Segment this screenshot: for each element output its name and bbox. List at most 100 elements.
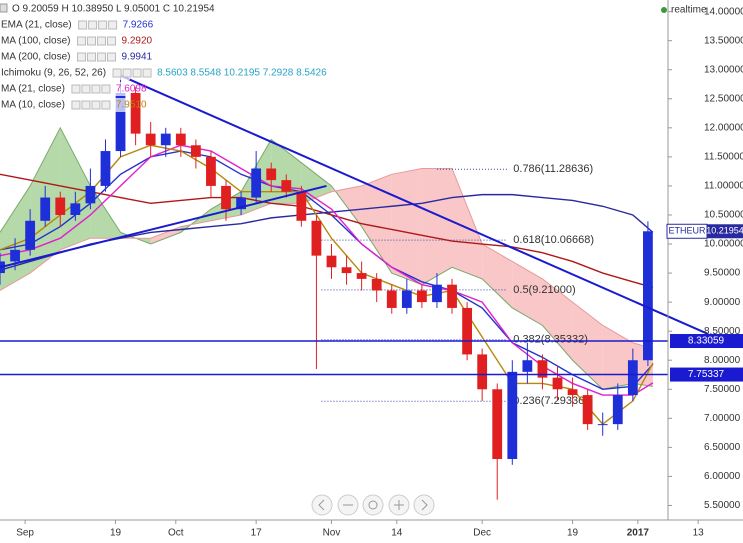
y-tick-label: 6.00000 <box>704 471 741 482</box>
nav-buttons[interactable] <box>311 494 435 516</box>
price-tag <box>670 334 743 349</box>
x-tick-label: Dec <box>473 528 491 539</box>
legend-icon <box>101 100 111 110</box>
legend-icon <box>106 52 116 62</box>
realtime-dot <box>661 7 667 13</box>
y-tick-label: 7.00000 <box>704 413 741 424</box>
nav-right[interactable] <box>413 494 435 516</box>
candle-body <box>251 168 262 198</box>
legend-icon <box>88 20 98 30</box>
candle-body <box>326 255 337 268</box>
legend-icon <box>86 52 96 62</box>
candle-body <box>175 133 186 146</box>
legend-value: 9.2920 <box>121 36 152 47</box>
legend-icon <box>132 68 142 78</box>
price-tag-label: 7.75337 <box>688 369 725 380</box>
symbol-label: ETHEUR <box>668 226 706 236</box>
legend-icon <box>81 84 91 94</box>
legend-icon <box>78 20 88 30</box>
ichimoku-span-b <box>0 167 654 350</box>
last-label: 10.21954 <box>706 226 743 236</box>
y-tick-label: 11.50000 <box>704 152 743 163</box>
fib-label: 0.786(11.28636) <box>513 163 593 175</box>
y-tick-label: 9.50000 <box>704 268 741 279</box>
legend-swatch <box>0 3 8 13</box>
legend: O 9.20059 H 10.38950 L 9.05001 C 10.2195… <box>0 3 327 112</box>
y-tick-label: 8.00000 <box>704 355 741 366</box>
legend-icon <box>91 100 101 110</box>
y-tick-label: 6.50000 <box>704 442 741 453</box>
legend-name: Ichimoku (9, 26, 52, 26) <box>1 68 106 79</box>
last-tag <box>707 224 743 239</box>
icon <box>421 499 428 511</box>
candle-body <box>160 133 171 146</box>
candle-body <box>537 360 548 378</box>
legend-name: MA (200, close) <box>1 52 70 63</box>
candle-body <box>341 267 352 274</box>
fib-label: 0.236(7.29336) <box>513 395 588 407</box>
ichimoku-cloud <box>452 168 483 279</box>
realtime: realtime <box>671 5 707 16</box>
legend-icon <box>101 84 111 94</box>
legend-icon <box>108 20 118 30</box>
legend-icon <box>86 36 96 46</box>
candle-body <box>522 360 533 372</box>
x-tick-label: 19 <box>567 528 579 539</box>
legend-icon <box>122 68 132 78</box>
x-tick-label: 13 <box>693 528 705 539</box>
legend-icon <box>91 84 101 94</box>
legend-icon <box>96 36 106 46</box>
legend-icon <box>81 100 91 110</box>
price-tag-label: 8.33059 <box>688 336 725 347</box>
x-tick-label: Oct <box>168 528 184 539</box>
candle-body <box>296 191 307 221</box>
candle-body <box>552 377 563 390</box>
candle-body <box>311 220 322 256</box>
candle-body <box>356 273 367 279</box>
fib-label: 0.618(10.06668) <box>513 234 594 246</box>
y-tick-label: 9.00000 <box>704 297 741 308</box>
candle-body <box>597 424 608 426</box>
legend-name: MA (100, close) <box>1 36 70 47</box>
ichimoku-cloud <box>150 226 181 245</box>
icon <box>394 500 404 510</box>
legend-icon <box>112 68 122 78</box>
candle-body <box>567 389 578 396</box>
legend-bg <box>0 66 130 80</box>
ichimoku-cloud <box>572 302 603 390</box>
legend-bg <box>0 18 130 32</box>
nav-left[interactable] <box>311 494 333 516</box>
legend-icon <box>96 52 106 62</box>
candle-body <box>492 389 503 459</box>
ohlc-header: O 9.20059 H 10.38950 L 9.05001 C 10.2195… <box>12 4 215 15</box>
candle-body <box>25 220 36 250</box>
indicator-line <box>0 144 654 426</box>
ichimoku-cloud <box>482 244 513 308</box>
legend-value: 7.9266 <box>123 20 154 31</box>
y-tick-label: 12.00000 <box>704 122 743 133</box>
candle-body <box>115 92 126 152</box>
plot: 0.786(11.28636) 0.618(10.06668) 0.5(9.2100… <box>0 74 709 500</box>
legend-name: EMA (21, close) <box>1 20 72 31</box>
x-tick-label: 2017 <box>627 528 650 539</box>
y-tick-label: 7.50000 <box>704 384 741 395</box>
y-tick-label: 11.00000 <box>704 181 743 192</box>
candle-body <box>416 290 427 303</box>
candle-body <box>447 284 457 308</box>
legend-icon <box>76 36 86 46</box>
x-tick-label: Sep <box>16 528 34 539</box>
candle-body <box>55 197 66 215</box>
ichimoku-cloud <box>421 168 453 285</box>
candle-body <box>206 156 216 186</box>
legend-name: MA (10, close) <box>1 100 65 111</box>
ichimoku-cloud <box>90 185 121 239</box>
candle-body <box>281 180 292 192</box>
legend-icon <box>76 52 86 62</box>
legend-value: 8.5603 8.5548 10.2195 7.2928 8.5426 <box>157 68 327 79</box>
reset[interactable] <box>362 494 384 516</box>
legend-icon <box>71 100 81 110</box>
ichimoku-cloud <box>512 261 543 326</box>
candle-body <box>582 395 593 425</box>
candle-body <box>462 307 472 355</box>
